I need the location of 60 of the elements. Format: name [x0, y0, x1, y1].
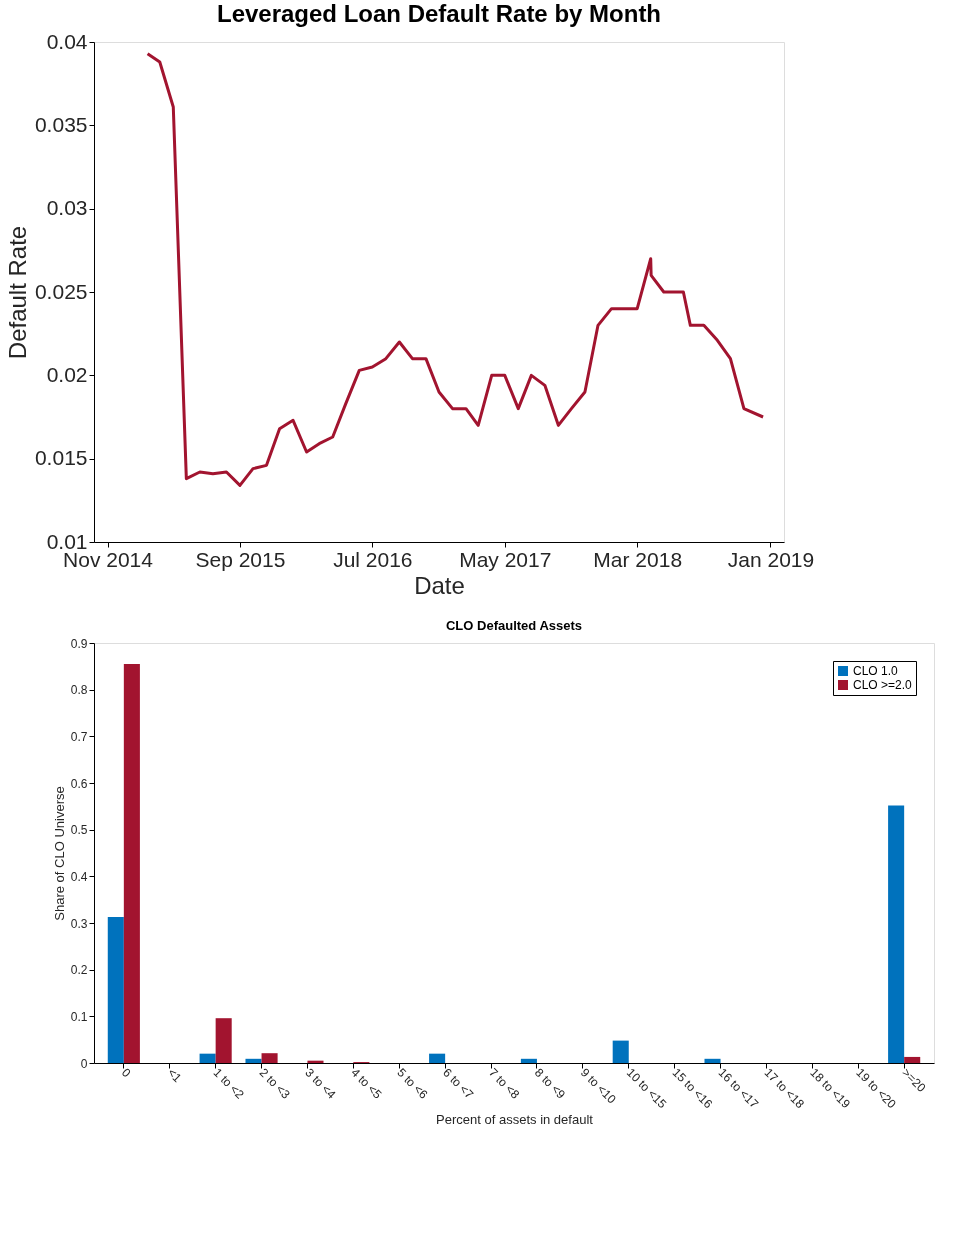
y-tick-label: 0.1 — [70, 1009, 88, 1024]
chart-title: Leveraged Loan Default Rate by Month — [216, 0, 662, 27]
x-tick-label: 16 to <17 — [715, 1065, 762, 1112]
y-tick-label: 0.8 — [70, 683, 88, 698]
x-tick-label: 6 to <7 — [440, 1065, 477, 1102]
y-tick-label: 0.4 — [70, 869, 88, 884]
bar — [261, 1053, 278, 1063]
x-tick-label: 9 to <10 — [577, 1065, 619, 1107]
x-tick-label: 5 to <6 — [394, 1065, 431, 1102]
y-tick-label: 0.03 — [46, 196, 88, 220]
y-tick-label: 0.035 — [34, 112, 88, 136]
bar — [199, 1053, 216, 1063]
y-tick-label: 0.02 — [46, 362, 88, 386]
legend-label: CLO >=2.0 — [853, 678, 913, 692]
x-tick-label: Jan 2019 — [727, 547, 815, 571]
bar — [107, 916, 124, 1063]
y-tick-label: 0.2 — [70, 963, 88, 978]
y-tick-label: 0.6 — [70, 776, 88, 791]
line-series — [146, 52, 765, 487]
x-tick-label: 8 to <9 — [532, 1065, 569, 1102]
x-tick-label: 15 to <16 — [669, 1065, 716, 1112]
x-tick-label: <1 — [164, 1065, 185, 1086]
bar — [307, 1060, 324, 1063]
legend-label: CLO 1.0 — [853, 664, 899, 678]
bar — [429, 1053, 446, 1063]
y-tick-label: 0.01 — [46, 529, 88, 553]
x-tick-label: Mar 2018 — [593, 547, 683, 571]
x-axis-title: Percent of assets in default — [436, 1112, 594, 1128]
y-tick-label: 0.025 — [34, 279, 88, 303]
y-axis-title: Default Rate — [3, 225, 31, 360]
y-tick-label: 0.015 — [34, 446, 88, 470]
x-axis-title: Date — [414, 571, 465, 599]
bar — [888, 805, 905, 1063]
x-tick-label: 4 to <5 — [348, 1065, 385, 1102]
x-tick-label: 19 to <20 — [853, 1065, 900, 1112]
bar — [612, 1040, 629, 1063]
y-tick-label: 0.3 — [70, 916, 88, 931]
y-axis-title: Share of CLO Universe — [51, 786, 67, 921]
bar — [520, 1058, 537, 1063]
x-tick-label: 18 to <19 — [807, 1065, 854, 1112]
x-tick-label: 10 to <15 — [623, 1065, 670, 1112]
y-tick-label: 0.9 — [70, 636, 88, 651]
x-tick-label: 0 — [118, 1065, 134, 1081]
bar — [215, 1018, 232, 1063]
bar — [704, 1058, 721, 1063]
x-tick-label: 7 to <8 — [486, 1065, 523, 1102]
bar — [245, 1058, 262, 1063]
bar — [904, 1056, 921, 1063]
x-tick-label: May 2017 — [459, 547, 552, 571]
x-tick-label: 2 to <3 — [256, 1065, 293, 1102]
y-tick-label: 0.5 — [70, 823, 88, 838]
y-tick-label: 0.04 — [46, 29, 88, 53]
x-tick-label: 3 to <4 — [302, 1065, 339, 1102]
x-tick-label: Sep 2015 — [195, 547, 286, 571]
bar — [123, 664, 140, 1063]
x-tick-label: Jul 2016 — [333, 547, 413, 571]
x-tick-label: 17 to <18 — [761, 1065, 808, 1112]
x-tick-label: 1 to <2 — [210, 1065, 247, 1102]
chart-title: CLO Defaulted Assets — [445, 618, 583, 633]
y-tick-label: 0.7 — [70, 729, 88, 744]
